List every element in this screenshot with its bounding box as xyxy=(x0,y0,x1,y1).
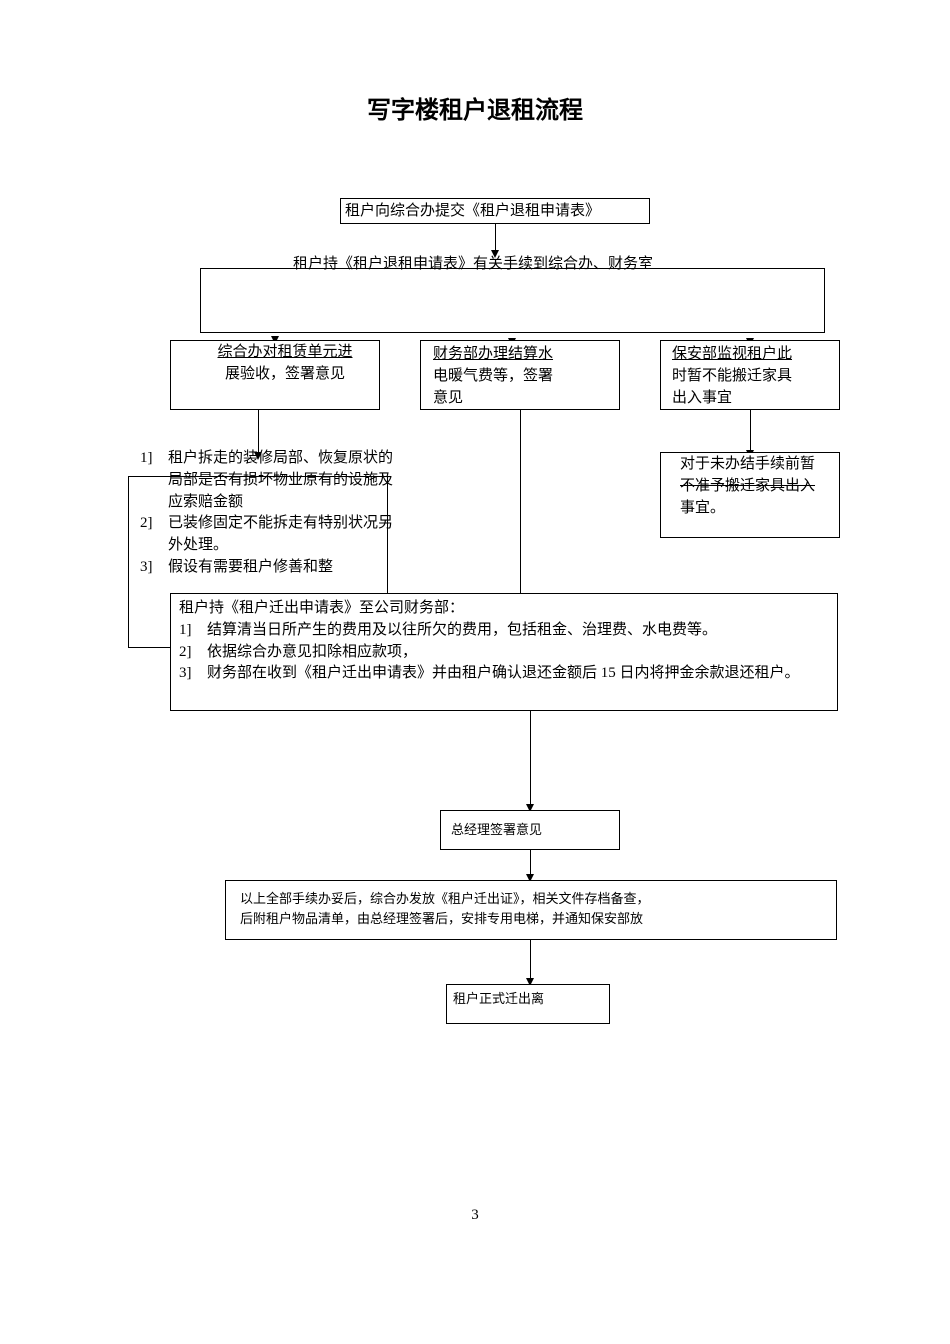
node-general-office-inspect-text: 综合办对租赁单元进 展验收，签署意见 xyxy=(190,342,380,386)
txt: 依据综合办意见扣除相应款项， xyxy=(207,642,829,664)
l2: 展验收，签署意见 xyxy=(225,366,345,382)
txt: 租户拆走的装修局部、恢复原状的局部是否有损坏物业原有的设施及应索赔金额 xyxy=(168,448,400,513)
node-issue-moveout-cert: 以上全部手续办妥后，综合办发放《租户迁出证》，相关文件存档备查， 后附租户物品清… xyxy=(225,880,837,940)
list-item: 2] 依据综合办意见扣除相应款项， xyxy=(179,642,829,664)
num: 3] xyxy=(140,557,168,579)
list-item: 3] 财务部在收到《租户迁出申请表》并由租户确认退还金额后 15 日内将押金余款… xyxy=(179,663,829,685)
l3: 事宜。 xyxy=(680,500,725,516)
l3: 意见 xyxy=(433,390,463,406)
node-text: 租户向综合办提交《租户退租申请表》 xyxy=(345,203,600,219)
node-finance-settle-text: 财务部办理结算水 电暖气费等，签署 意见 xyxy=(433,344,623,409)
t: 租户正式迁出离 xyxy=(453,991,544,1006)
l2: 时暂不能搬迁家具 xyxy=(672,368,792,384)
l1: 对于未办结手续前暂 xyxy=(680,456,815,472)
l1: 以上全部手续办妥后，综合办发放《租户迁出证》，相关文件存档备查， xyxy=(240,891,650,906)
edge xyxy=(530,711,531,810)
node-security-monitor-text: 保安部监视租户此 时暂不能搬迁家具 出入事宜 xyxy=(672,344,842,409)
num: 2] xyxy=(179,642,207,664)
node-no-move-before-settle-text: 对于未办结手续前暂 不准予搬迁家具出入 事宜。 xyxy=(680,454,850,519)
txt: 假设有需要租户修善和整 xyxy=(168,557,400,579)
l3: 出入事宜 xyxy=(672,390,732,406)
num: 2] xyxy=(140,513,168,557)
l1: 财务部办理结算水 xyxy=(433,346,553,362)
lead: 租户持《租户迁出申请表》至公司财务部： xyxy=(179,598,829,620)
t: 总经理签署意见 xyxy=(451,820,542,840)
edge xyxy=(520,410,521,593)
txt: 财务部在收到《租户迁出申请表》并由租户确认退还金额后 15 日内将押金余款退还租… xyxy=(207,663,829,685)
list-item: 1] 租户拆走的装修局部、恢复原状的局部是否有损坏物业原有的设施及应索赔金额 xyxy=(140,448,400,513)
list: 1] 结算清当日所产生的费用及以往所欠的费用，包括租金、治理费、水电费等。 2]… xyxy=(179,620,829,685)
num: 1] xyxy=(140,448,168,513)
txt: 结算清当日所产生的费用及以往所欠的费用，包括租金、治理费、水电费等。 xyxy=(207,620,829,642)
list-item: 1] 结算清当日所产生的费用及以往所欠的费用，包括租金、治理费、水电费等。 xyxy=(179,620,829,642)
node-tenant-moveout: 租户正式迁出离 xyxy=(446,984,610,1024)
node-to-offices xyxy=(200,268,825,333)
list-item: 2] 已装修固定不能拆走有特别状况另外处理。 xyxy=(140,513,400,557)
l2: 不准予搬迁家具出入 xyxy=(680,478,815,494)
l2: 电暖气费等，签署 xyxy=(433,368,553,384)
txt: 已装修固定不能拆走有特别状况另外处理。 xyxy=(168,513,400,557)
node-finance-process: 租户持《租户迁出申请表》至公司财务部： 1] 结算清当日所产生的费用及以往所欠的… xyxy=(170,593,838,711)
l1: 保安部监视租户此 xyxy=(672,346,792,362)
l2: 后附租户物品清单，由总经理签署后，安排专用电梯，并通知保安部放 xyxy=(240,911,643,926)
t: 租户持《租户退租申请表》有关手续到综合办、财务室 xyxy=(293,256,653,272)
page-number: 3 xyxy=(0,1207,950,1224)
list-item: 3] 假设有需要租户修善和整 xyxy=(140,557,400,579)
node-inspection-details-text: 1] 租户拆走的装修局部、恢复原状的局部是否有损坏物业原有的设施及应索赔金额 2… xyxy=(140,448,400,579)
node-to-offices-text: 租户持《租户退租申请表》有关手续到综合办、财务室 xyxy=(293,254,763,276)
node-gm-sign: 总经理签署意见 xyxy=(440,810,620,850)
page-title: 写字楼租户退租流程 xyxy=(0,90,950,125)
num: 3] xyxy=(179,663,207,685)
num: 1] xyxy=(179,620,207,642)
node-submit-application: 租户向综合办提交《租户退租申请表》 xyxy=(340,198,650,224)
l1: 综合办对租赁单元进 xyxy=(217,344,352,360)
